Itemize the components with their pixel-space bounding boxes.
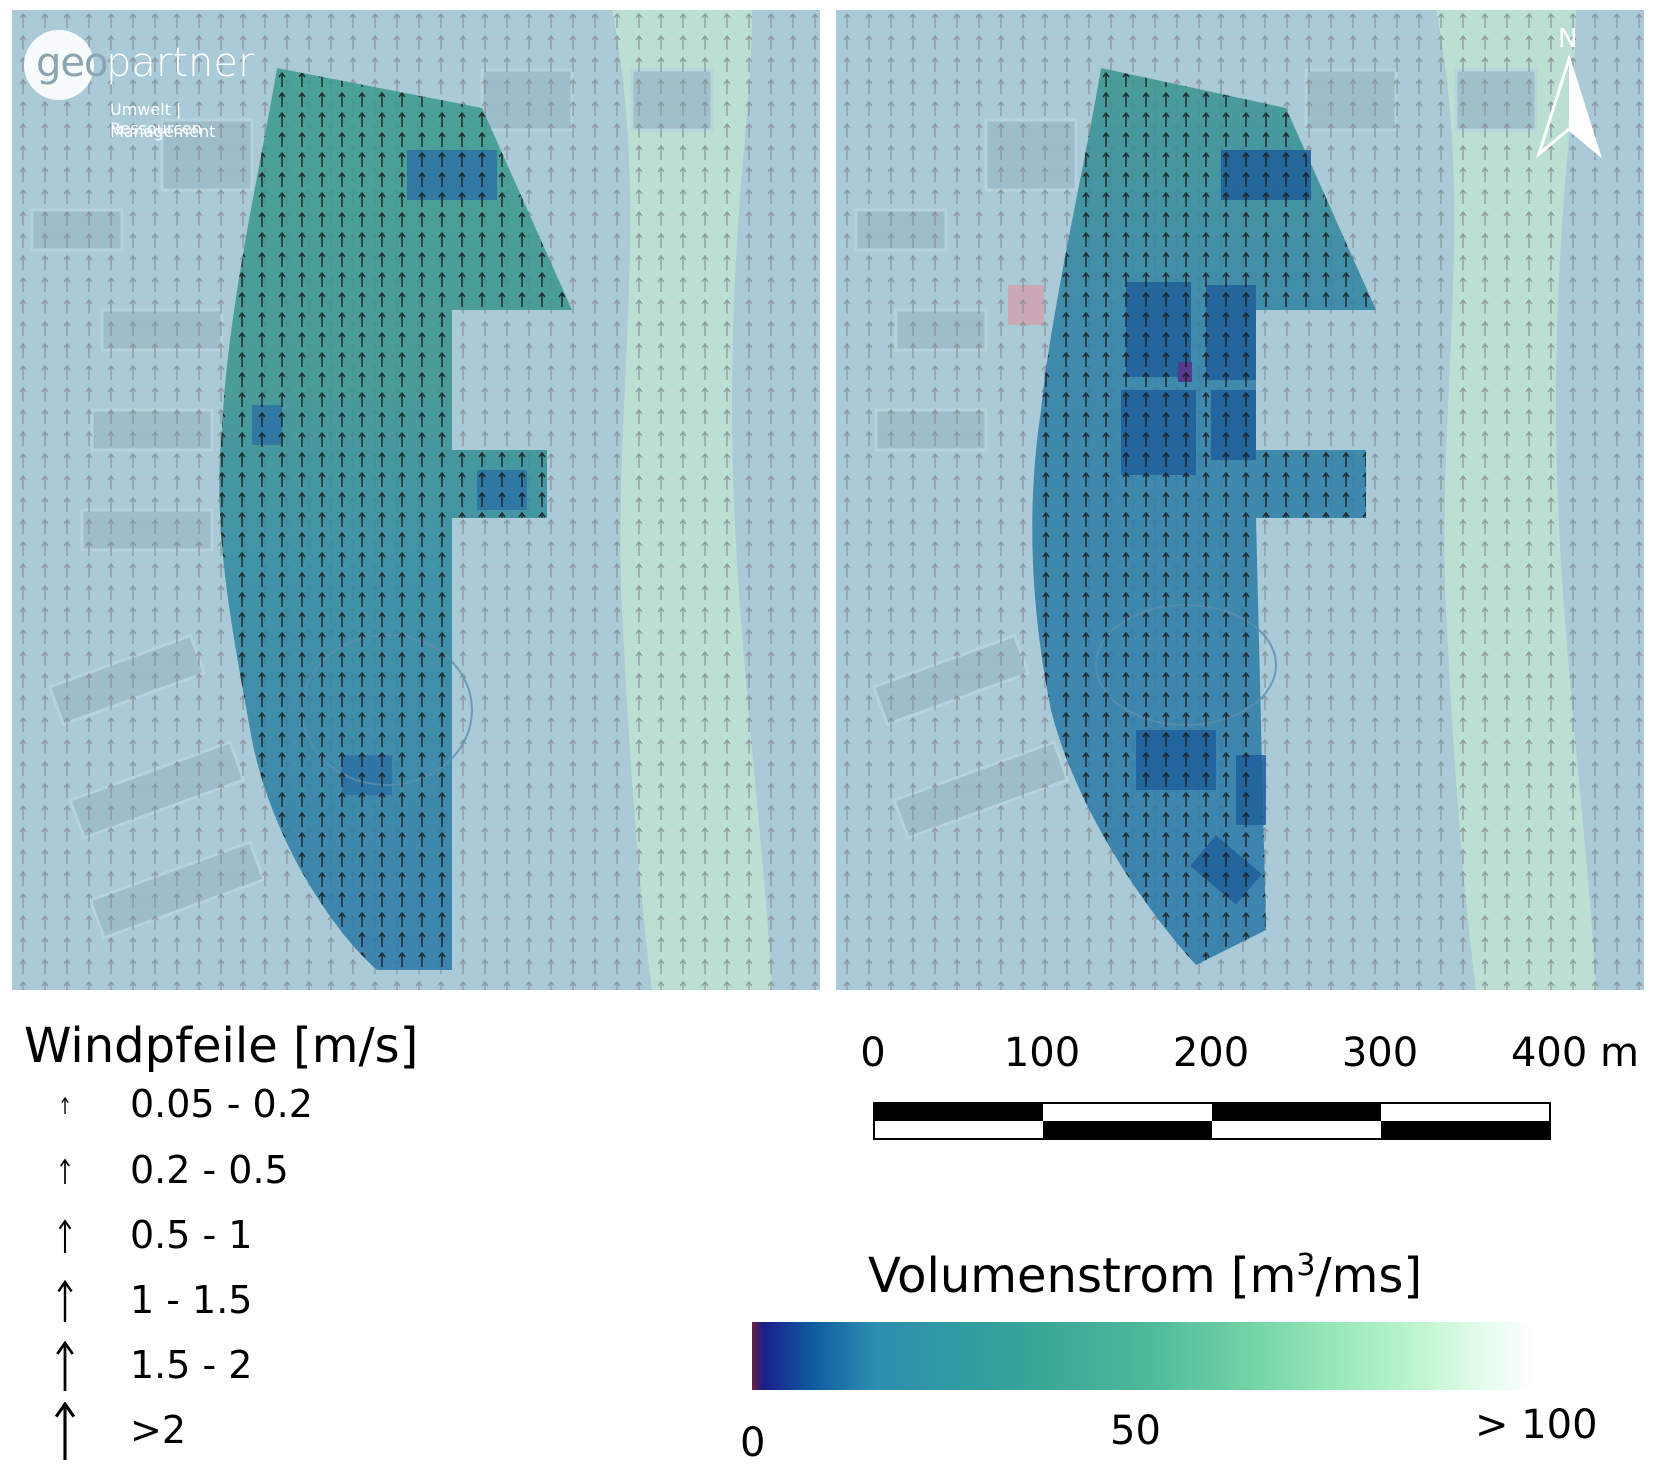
logo-subline-1: Umwelt | Ressourcen (110, 100, 202, 138)
wind-legend-label: 0.5 - 1 (130, 1213, 253, 1257)
wind-legend-label: >2 (130, 1408, 187, 1452)
scale-tick-label: 200 (1172, 1030, 1250, 1076)
wind-legend-row: 1.5 - 2 (20, 1337, 380, 1397)
wind-legend-label: 1.5 - 2 (130, 1343, 253, 1387)
map-panel-left[interactable]: geo partner Umwelt | Ressourcen Manageme… (12, 10, 820, 990)
wind-legend-row: 0.2 - 0.5 (20, 1142, 380, 1202)
wind-arrow-icon (61, 1096, 69, 1114)
map-right-canvas (836, 10, 1644, 990)
scale-tick-label: 300 (1341, 1030, 1419, 1076)
wind-legend-row: >2 (20, 1402, 380, 1462)
volume-colorbar (752, 1322, 1534, 1390)
volume-title-end: /ms] (1315, 1248, 1423, 1304)
logo-brand-left: geo (36, 40, 108, 86)
volume-legend-title: Volumenstrom [m3/ms] (868, 1248, 1422, 1304)
colorbar-mid-label: 50 (1110, 1408, 1161, 1454)
wind-legend-title: Windpfeile [m/s] (24, 1018, 419, 1074)
logo-brand-right: partner (106, 40, 255, 86)
wind-legend-row: 0.5 - 1 (20, 1207, 380, 1267)
wind-legend-label: 0.2 - 0.5 (130, 1148, 289, 1192)
north-arrow-label: N (1558, 24, 1578, 54)
wind-legend-row: 1 - 1.5 (20, 1272, 380, 1332)
north-arrow-icon (1536, 54, 1602, 159)
volume-title-main: Volumenstrom [m (868, 1248, 1297, 1304)
north-arrow: N (1524, 24, 1614, 164)
wind-arrow-icon (57, 1279, 73, 1322)
scale-tick-label: 0 (860, 1030, 886, 1076)
logo-subline-2: Management (110, 122, 216, 141)
wind-arrow-icon (54, 1402, 76, 1460)
scale-tick-label: 400 m (1510, 1030, 1640, 1076)
wind-legend-label: 0.05 - 0.2 (130, 1082, 313, 1126)
wind-arrow-icon (59, 1158, 71, 1184)
geopartner-logo: geo partner Umwelt | Ressourcen Manageme… (24, 22, 274, 142)
wind-legend-label: 1 - 1.5 (130, 1278, 253, 1322)
map-left-canvas (12, 10, 820, 990)
wind-arrow-icon (58, 1219, 72, 1253)
colorbar-min-label: 0 (740, 1420, 766, 1466)
logo-circle (24, 30, 94, 100)
map-panel-right[interactable]: N (836, 10, 1644, 990)
scale-bar-graphic (873, 1102, 1551, 1140)
volume-title-sup: 3 (1296, 1248, 1316, 1283)
scale-bar: 0 100 200 300 400 m (845, 1030, 1639, 1150)
scale-tick-label: 100 (1003, 1030, 1081, 1076)
wind-legend-row: 0.05 - 0.2 (20, 1076, 380, 1136)
colorbar-max-label: > 100 (1475, 1402, 1598, 1448)
wind-arrow-icon (56, 1340, 74, 1391)
